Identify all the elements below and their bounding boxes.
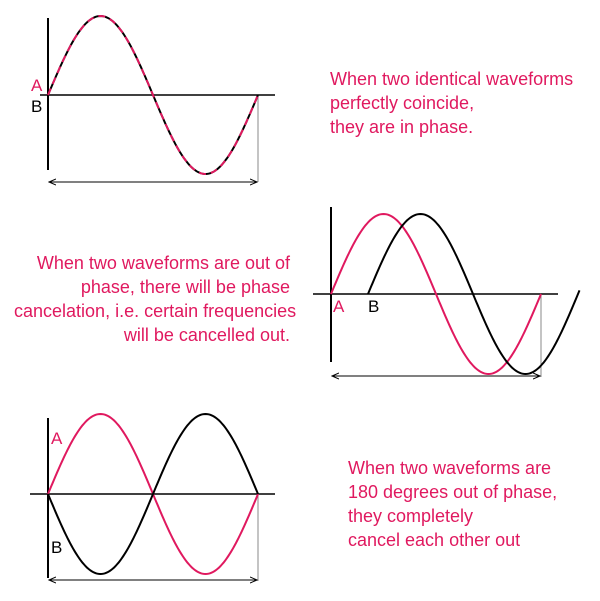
caption-line: When two waveforms are out of (36, 253, 290, 273)
caption-line: they completely (348, 506, 474, 526)
opposite-phase-wave-b (47, 412, 259, 576)
out-of-phase-label-a: A (333, 297, 345, 316)
caption-line: perfectly coincide, (330, 93, 475, 113)
out-of-phase-wave-a (330, 212, 542, 376)
in-phase-wave-a (47, 14, 259, 176)
caption-line: cancelation, i.e. certain frequencies (14, 301, 297, 321)
opposite-phase-diagram: A B (30, 412, 275, 581)
out-of-phase-caption: When two waveforms are out of phase, the… (14, 251, 297, 347)
in-phase-label-a: A (31, 76, 43, 95)
opposite-phase-label-a: A (51, 429, 63, 448)
in-phase-diagram: A B (31, 14, 275, 182)
caption-line: phase, there will be phase (80, 277, 290, 297)
caption-line: they are in phase. (330, 117, 474, 137)
opposite-phase-caption: When two waveforms are 180 degrees out o… (348, 456, 557, 552)
out-of-phase-diagram: A B (313, 207, 581, 377)
caption-line: 180 degrees out of phase, (348, 482, 558, 502)
caption-line: When two identical waveforms (330, 69, 574, 89)
in-phase-label-b: B (31, 97, 42, 116)
caption-line: When two waveforms are (348, 458, 552, 478)
in-phase-caption: When two identical waveforms perfectly c… (330, 67, 573, 139)
opposite-phase-label-b: B (51, 538, 62, 557)
out-of-phase-wave-b (367, 212, 581, 376)
caption-line: will be cancelled out. (123, 325, 290, 345)
caption-line: cancel each other out (348, 530, 521, 550)
out-of-phase-label-b: B (368, 297, 379, 316)
